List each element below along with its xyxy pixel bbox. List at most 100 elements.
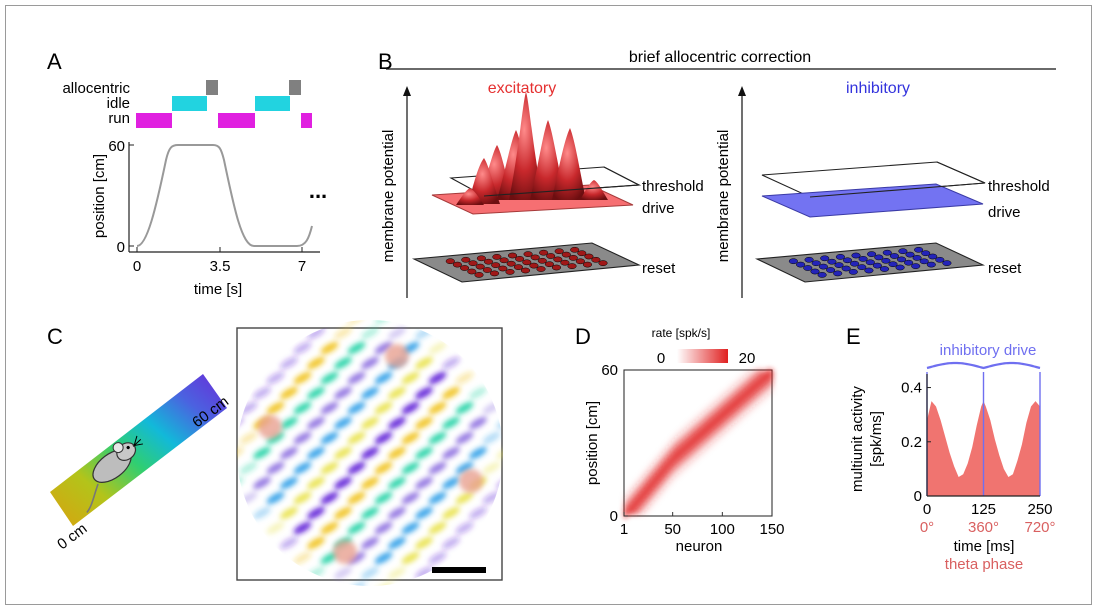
heat-cell [641, 485, 646, 490]
heat-cell [683, 446, 687, 450]
heat-cell [728, 410, 732, 415]
grid-field [266, 401, 285, 415]
heat-cell [737, 416, 741, 421]
heat-cell [635, 510, 640, 515]
heat-cell [677, 429, 681, 434]
heat-cell [743, 393, 747, 398]
heat-cell [650, 474, 654, 479]
heat-cell [656, 463, 660, 468]
heatmap-y-label: position [cm] [584, 401, 601, 485]
grid-field [428, 341, 447, 355]
heat-cell [746, 368, 750, 373]
heat-cell [761, 377, 765, 382]
heat-cell [635, 503, 640, 508]
heat-cell [710, 404, 714, 409]
heat-cell [746, 390, 750, 395]
heat-cell [689, 455, 693, 460]
neuron-dot [842, 257, 853, 264]
heat-cell [716, 428, 720, 432]
grid-field [469, 446, 487, 460]
panel-label-d: D [575, 324, 591, 349]
neuron-dot [561, 251, 571, 258]
neuron-dot [935, 256, 945, 263]
heat-cell [728, 384, 732, 389]
grid-field [415, 536, 433, 550]
heat-cell [695, 446, 699, 451]
grid-field [293, 371, 312, 385]
heat-cell [630, 503, 634, 508]
heat-cell [662, 489, 666, 494]
heat-cell [641, 470, 646, 475]
heat-cell [701, 422, 705, 427]
heat-cell [752, 378, 756, 383]
grid-field [428, 521, 447, 535]
heat-cell [740, 385, 744, 390]
grid-field [334, 476, 352, 490]
heat-cell [731, 400, 735, 405]
heat-cell [749, 373, 753, 378]
grid-field [307, 476, 325, 490]
neuron-dot [833, 270, 843, 277]
neuron-dot [539, 249, 549, 256]
neuron-dot [827, 258, 837, 265]
neuron-dot [598, 260, 608, 266]
figure-frame [5, 5, 1092, 605]
grid-field [496, 446, 503, 460]
heatmap-cells [624, 368, 774, 518]
grid-field [374, 521, 393, 535]
heat-cell [710, 400, 714, 405]
heat-cell [632, 499, 637, 504]
heat-cell [674, 464, 678, 469]
heat-cell [734, 404, 738, 409]
run-bar [136, 113, 172, 128]
grid-field [307, 326, 325, 340]
heat-cell [674, 472, 678, 477]
heat-cell [707, 443, 711, 448]
heat-cell [764, 386, 768, 390]
heat-cell [650, 489, 654, 494]
heat-cell [665, 445, 669, 450]
heat-cell [668, 460, 672, 465]
colorbar-min: 0 [657, 350, 665, 367]
heat-cell [647, 478, 651, 483]
heat-cell [662, 449, 666, 454]
heat-cell [767, 368, 771, 373]
heat-cell [755, 397, 759, 402]
heat-cell [758, 369, 762, 374]
heat-cell [695, 413, 699, 418]
heat-cell [752, 392, 756, 397]
heat-cell [752, 370, 756, 375]
heat-cell [680, 463, 684, 468]
grid-field [347, 491, 366, 505]
grid-field [347, 320, 366, 325]
heat-cell [725, 405, 729, 410]
grid-field [361, 476, 379, 490]
grid-field [266, 431, 285, 445]
heat-cell [752, 400, 756, 405]
x-tick-label: 50 [664, 521, 681, 538]
heat-cell [752, 389, 756, 394]
neuron-dot [505, 269, 515, 275]
heat-cell [644, 499, 649, 504]
heat-cell [632, 481, 637, 486]
heat-cell [692, 416, 696, 421]
heat-cell [701, 408, 705, 413]
heat-cell [761, 370, 765, 375]
heat-cell [710, 444, 714, 449]
heat-cell [686, 465, 690, 470]
neuron-dot [460, 265, 470, 271]
grid-field [455, 431, 474, 445]
heat-cell [707, 435, 711, 440]
heat-cell [746, 387, 750, 392]
heat-cell [659, 449, 663, 454]
heat-cell [665, 485, 669, 490]
heat-cell [764, 396, 768, 401]
neuron-dot [482, 267, 492, 273]
grid-field [442, 536, 460, 550]
heat-cell [701, 411, 705, 416]
heat-cell [683, 460, 687, 465]
heat-cell [767, 383, 771, 388]
heat-cell [710, 415, 714, 419]
heat-cell [722, 389, 726, 394]
